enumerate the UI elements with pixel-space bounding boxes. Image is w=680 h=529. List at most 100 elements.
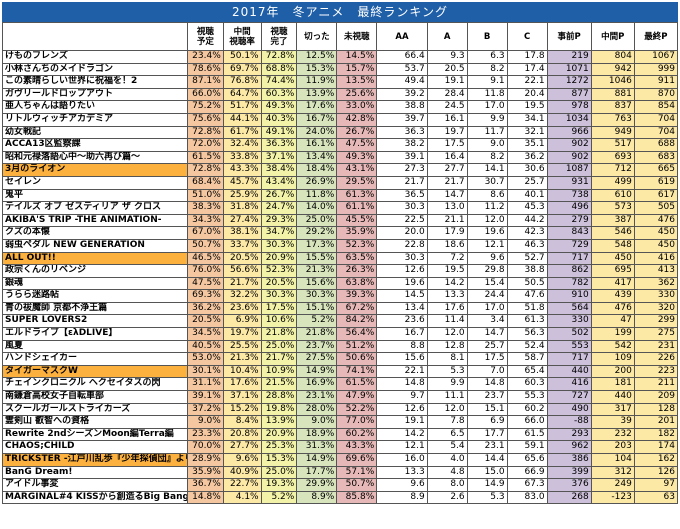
cell-saishu-p: 128 [633, 402, 679, 417]
cell-a: 19.7 [426, 125, 468, 140]
cell-mishicho: 50.6% [336, 352, 378, 366]
cell-aa: 14.2 [376, 427, 428, 442]
cell-kanryo: 68.8% [260, 62, 298, 77]
cell-chukan-p: 949 [590, 125, 635, 140]
cell-jizen-p: 782 [546, 276, 592, 291]
cell-b: 12.1 [466, 238, 508, 253]
cell-chukan-p: 181 [590, 377, 635, 392]
cell-a: 14.7 [426, 188, 468, 203]
cell-a: 6.5 [426, 427, 468, 442]
cell-saishu-p: 126 [633, 465, 679, 480]
cell-b: 11.7 [466, 125, 508, 140]
cell-title: エルドライブ【ελDLIVE】 [1, 327, 189, 341]
cell-chukan: 76.8% [222, 75, 262, 89]
cell-kitta: 26.9% [296, 175, 338, 190]
cell-saishu-p: 174 [633, 440, 679, 454]
cell-kitta: 17.3% [296, 238, 338, 253]
cell-a: 16.4 [426, 150, 468, 165]
cell-c: 60.2 [506, 402, 548, 417]
table-row: クズの本懐 67.0% 38.1% 34.7% 29.2% 35.9% 20.0 17.9 19… [1, 226, 679, 240]
cell-chukan: 6.9% [222, 314, 262, 329]
cell-aa: 8.8 [376, 339, 428, 354]
cell-chukan: 38.1% [222, 226, 262, 240]
cell-c: 38.8 [506, 264, 548, 278]
cell-b: 17.7 [466, 427, 508, 442]
table-row: 鬼平 51.0% 25.9% 26.7% 11.8% 61.3% 36.5 14.7 8.6 40… [1, 188, 679, 203]
cell-jizen-p: 717 [546, 352, 592, 366]
cell-chukan-p: 542 [590, 339, 635, 354]
cell-yotei: 66.0% [187, 87, 224, 102]
cell-yotei: 78.6% [187, 62, 224, 77]
cell-b: 17.0 [466, 301, 508, 316]
cell-c: 56.3 [506, 327, 548, 341]
cell-yotei: 47.5% [187, 276, 224, 291]
cell-chukan-p: 317 [590, 402, 635, 417]
cell-chukan-p: 312 [590, 465, 635, 480]
cell-kanryo: 21.7% [260, 352, 298, 366]
cell-mishicho: 77.0% [336, 415, 378, 429]
cell-kanryo: 10.6% [260, 314, 298, 329]
table-row: 亜人ちゃんは語りたい 75.2% 51.7% 49.3% 17.6% 33.0% 38.8 2… [1, 100, 679, 114]
cell-b: 23.7 [466, 390, 508, 404]
header-saishu-p: 最終P [633, 22, 679, 51]
cell-b: 29.8 [466, 264, 508, 278]
cell-chukan: 21.3% [222, 352, 262, 366]
cell-kitta: 9.0% [296, 415, 338, 429]
cell-mishicho: 84.2% [336, 314, 378, 329]
cell-aa: 49.4 [376, 75, 428, 89]
cell-chukan: 25.9% [222, 188, 262, 203]
table-row: リトルウィッチアカデミア 75.6% 44.1% 40.3% 16.7% 42.8% 39.… [1, 112, 679, 127]
cell-saishu-p: 683 [633, 150, 679, 165]
cell-chukan: 31.8% [222, 201, 262, 215]
cell-aa: 21.7 [376, 175, 428, 190]
cell-kanryo: 20.9% [260, 251, 298, 266]
header-b: B [466, 22, 508, 51]
cell-kitta: 15.6% [296, 276, 338, 291]
cell-kanryo: 5.2% [260, 490, 298, 505]
cell-kitta: 18.9% [296, 427, 338, 442]
cell-kitta: 16.1% [296, 138, 338, 152]
cell-a: 8.1 [426, 352, 468, 366]
cell-saishu-p: 226 [633, 352, 679, 366]
cell-chukan-p: 804 [590, 50, 635, 64]
cell-chukan: 27.4% [222, 213, 262, 228]
cell-aa: 53.7 [376, 62, 428, 77]
cell-kitta: 28.0% [296, 402, 338, 417]
cell-jizen-p: 496 [546, 201, 592, 215]
cell-a: 17.9 [426, 226, 468, 240]
cell-jizen-p: 268 [546, 490, 592, 505]
table-row: テイルズ オブ ゼスティリア ザ クロス 38.3% 31.8% 24.7% 14.0%… [1, 201, 679, 215]
cell-chukan-p: 573 [590, 201, 635, 215]
table-row: ハンドシェイカー 53.0% 21.3% 21.7% 27.5% 50.6% 15.6 8.1… [1, 352, 679, 366]
cell-jizen-p: 1087 [546, 163, 592, 177]
cell-jizen-p: 738 [546, 188, 592, 203]
cell-jizen-p: 902 [546, 150, 592, 165]
cell-kanryo: 17.5% [260, 301, 298, 316]
cell-saishu-p: 162 [633, 453, 679, 467]
cell-title: ALL OUT!! [1, 251, 189, 266]
cell-b: 24.4 [466, 289, 508, 303]
cell-saishu-p: 63 [633, 490, 679, 505]
cell-jizen-p: 902 [546, 138, 592, 152]
cell-title: タイガーマスクW [1, 364, 189, 379]
cell-b: 5.3 [466, 490, 508, 505]
table-row: セイレン 68.4% 45.7% 43.4% 26.9% 29.5% 21.7 21.7 30.… [1, 175, 679, 190]
cell-title: アイドル事変 [1, 478, 189, 492]
cell-jizen-p: 931 [546, 175, 592, 190]
cell-b: 19.6 [466, 226, 508, 240]
cell-kitta: 18.4% [296, 163, 338, 177]
cell-c: 40.1 [506, 188, 548, 203]
cell-chukan-p: 695 [590, 264, 635, 278]
cell-chukan: 44.1% [222, 112, 262, 127]
header-chukan-p: 中間P [590, 22, 635, 51]
cell-kitta: 14.9% [296, 364, 338, 379]
cell-a: 16.1 [426, 112, 468, 127]
table-body: けものフレンズ 23.4% 50.1% 72.8% 12.5% 14.5% 66.4 9.3 6… [1, 50, 679, 505]
cell-b: 12.0 [466, 213, 508, 228]
cell-c: 52.4 [506, 339, 548, 354]
cell-aa: 36.5 [376, 188, 428, 203]
cell-aa: 30.3 [376, 201, 428, 215]
cell-mishicho: 69.6% [336, 453, 378, 467]
cell-mishicho: 39.3% [336, 289, 378, 303]
page-title: 2017年 冬アニメ 最終ランキング [2, 2, 678, 22]
